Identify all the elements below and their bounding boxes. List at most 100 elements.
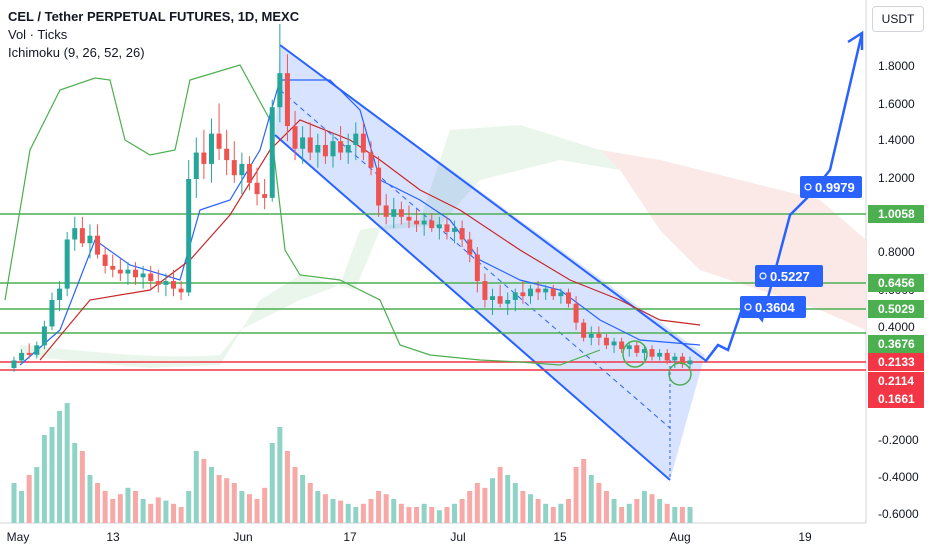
y-tick-label: 1.6000 xyxy=(878,97,915,111)
annotation-marker xyxy=(804,183,812,191)
candle-body xyxy=(383,205,389,217)
candle-body xyxy=(102,254,108,266)
volume-bar xyxy=(679,507,685,523)
volume-bar xyxy=(49,427,55,523)
legend-ichimoku: Ichimoku (9, 26, 52, 26) xyxy=(8,45,145,60)
volume-bar xyxy=(603,491,609,523)
candle-body xyxy=(201,152,207,164)
volume-bar xyxy=(626,503,632,523)
candle-body xyxy=(543,288,549,293)
candle-body xyxy=(26,352,32,355)
volume-bar xyxy=(657,499,663,523)
x-tick-label: 19 xyxy=(798,530,812,544)
x-tick-label: May xyxy=(7,530,30,544)
volume-bar xyxy=(482,487,488,523)
candle-body xyxy=(641,349,647,353)
price-tag xyxy=(868,353,924,371)
volume-bar xyxy=(26,475,32,523)
candle-body xyxy=(467,239,473,255)
chart-title: CEL / Tether PERPETUAL FUTURES, 1D, MEXC xyxy=(8,9,300,24)
volume-bar xyxy=(262,487,268,523)
candle-body xyxy=(208,133,214,164)
y-tick-label: -0.4000 xyxy=(878,470,919,484)
volume-bar xyxy=(186,491,192,523)
x-tick-label: 15 xyxy=(553,530,567,544)
volume-bar xyxy=(224,478,230,523)
volume-bar xyxy=(353,507,359,523)
candle-body xyxy=(224,148,230,161)
candle-body xyxy=(520,292,526,297)
candle-body xyxy=(360,133,366,153)
volume-bar xyxy=(102,491,108,523)
volume-bar xyxy=(72,443,78,523)
candle-body xyxy=(345,144,351,153)
candle-body xyxy=(338,141,344,153)
volume-bar xyxy=(543,503,549,523)
candle-body xyxy=(95,235,101,255)
volume-bar xyxy=(64,403,70,523)
candle-body xyxy=(330,141,336,157)
candle-body xyxy=(125,269,131,274)
volume-bar xyxy=(201,459,207,523)
volume-bar xyxy=(581,459,587,523)
volume-bar xyxy=(421,503,427,523)
price-tag xyxy=(868,274,924,292)
candle-body xyxy=(254,182,260,195)
price-tag xyxy=(868,372,924,390)
volume-bar xyxy=(41,435,47,523)
annotation-callout xyxy=(800,176,862,198)
candle-body xyxy=(57,288,63,300)
volume-bar xyxy=(383,494,389,523)
candle-body xyxy=(687,360,693,365)
legend-volume: Vol · Ticks xyxy=(8,27,68,42)
volume-bar xyxy=(322,494,328,523)
price-tag-label: 0.2133 xyxy=(878,355,915,369)
currency-unit-button[interactable]: USDT xyxy=(872,6,924,32)
candle-body xyxy=(619,341,625,350)
y-tick-label: -0.2000 xyxy=(878,433,919,447)
volume-bar xyxy=(474,483,480,523)
candle-body xyxy=(679,356,685,365)
volume-bar xyxy=(125,487,131,523)
volume-bar xyxy=(444,507,450,523)
candle-body xyxy=(474,254,480,282)
candle-body xyxy=(216,133,222,149)
y-tick-label: 0.4000 xyxy=(878,320,915,334)
candle-body xyxy=(353,133,359,145)
candle-body xyxy=(626,345,632,350)
price-tag-label: 0.5029 xyxy=(878,302,915,316)
volume-bar xyxy=(345,503,351,523)
volume-bar xyxy=(573,467,579,523)
candle-body xyxy=(11,360,17,368)
price-tag-label: 1.0058 xyxy=(878,207,915,221)
candle-body xyxy=(49,299,55,327)
candle-body xyxy=(231,160,237,176)
candle-body xyxy=(292,126,298,149)
volume-bar xyxy=(414,507,420,523)
volume-bar xyxy=(155,497,161,523)
volume-bar xyxy=(459,499,465,523)
volume-bar xyxy=(11,483,17,523)
volume-bar xyxy=(558,503,564,523)
candle-body xyxy=(376,167,382,206)
volume-bar xyxy=(254,499,260,523)
candle-body xyxy=(391,209,397,217)
volume-bar xyxy=(34,467,40,523)
price-tag-label: 0.6456 xyxy=(878,276,915,290)
volume-bar xyxy=(163,500,169,523)
x-tick-label: 13 xyxy=(106,530,120,544)
candle-body xyxy=(429,220,435,229)
volume-bar xyxy=(216,475,222,523)
candle-body xyxy=(79,228,85,244)
volume-bar xyxy=(269,443,275,523)
volume-bar xyxy=(687,507,693,523)
candle-body xyxy=(535,288,541,293)
price-tag xyxy=(868,300,924,318)
volume-bar xyxy=(246,494,252,523)
candle-body xyxy=(193,152,199,179)
price-tag-label: 0.3676 xyxy=(878,337,915,351)
candle-body xyxy=(171,281,177,289)
annotation-marker xyxy=(759,272,767,280)
